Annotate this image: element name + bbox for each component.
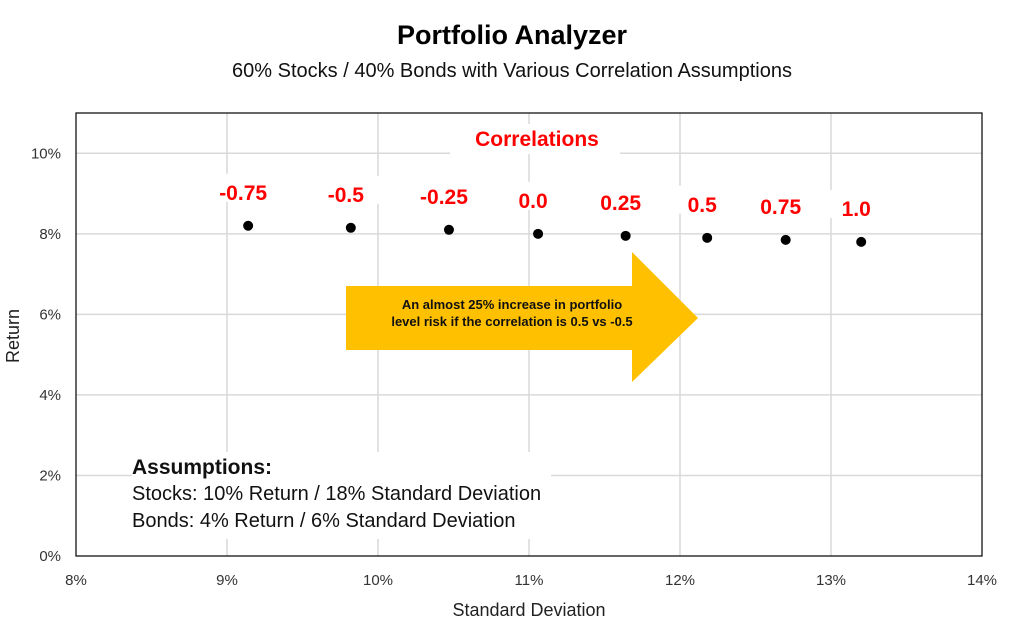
- assumptions-heading: Assumptions:: [132, 456, 273, 479]
- point-label-background: [827, 189, 896, 218]
- x-tick-label: 12%: [665, 572, 695, 589]
- y-axis-label: Return: [3, 309, 23, 363]
- point-label: 0.0: [518, 190, 547, 213]
- x-axis-ticks: 8% 9% 10% 11% 12% 13% 14%: [65, 572, 997, 589]
- chart-subtitle: 60% Stocks / 40% Bonds with Various Corr…: [232, 60, 792, 82]
- x-axis-label: Standard Deviation: [452, 600, 605, 620]
- annotation-arrow-layer: [346, 252, 698, 382]
- y-tick-label: 10%: [31, 145, 61, 162]
- assumptions-stocks: Stocks: 10% Return / 18% Standard Deviat…: [132, 483, 542, 505]
- point-label-background: [316, 175, 385, 204]
- point-labels: -0.75 -0.5 -0.25 0.0 0.25 0.5 0.75 1.0: [214, 173, 896, 221]
- data-point: [620, 230, 631, 241]
- data-point: [243, 220, 254, 231]
- y-tick-label: 6%: [39, 306, 61, 323]
- correlations-title-group: Correlations: [450, 124, 620, 154]
- y-axis-ticks: 0% 2% 4% 6% 8% 10%: [31, 145, 61, 565]
- data-point: [533, 228, 544, 239]
- point-label-background: [414, 177, 483, 206]
- point-label-background: [751, 187, 820, 216]
- data-point: [702, 232, 713, 243]
- x-tick-label: 13%: [816, 572, 846, 589]
- data-points: [243, 220, 867, 247]
- point-label: 0.75: [760, 196, 801, 219]
- plot-frame: [75, 112, 983, 557]
- y-tick-label: 0%: [39, 548, 61, 565]
- correlations-heading: Correlations: [475, 128, 599, 151]
- x-tick-label: 8%: [65, 572, 87, 589]
- y-tick-label: 2%: [39, 467, 61, 484]
- point-label: 0.5: [688, 194, 718, 217]
- y-tick-label: 4%: [39, 387, 61, 404]
- data-point: [345, 222, 356, 233]
- point-label-background: [673, 185, 742, 214]
- point-label: -0.25: [420, 186, 468, 209]
- data-point: [856, 236, 867, 247]
- annotation-line-1: An almost 25% increase in portfolio: [401, 297, 623, 312]
- data-point: [443, 224, 454, 235]
- point-label-background: [504, 181, 573, 210]
- assumptions-box: Assumptions: Stocks: 10% Return / 18% St…: [132, 452, 552, 539]
- annotation-line-2: level risk if the correlation is 0.5 vs …: [391, 314, 633, 329]
- point-label: 0.25: [600, 192, 641, 215]
- x-tick-label: 14%: [967, 572, 997, 589]
- data-point: [780, 234, 791, 245]
- point-label-background: [214, 173, 283, 202]
- point-label: -0.5: [328, 184, 365, 207]
- x-tick-label: 10%: [363, 572, 393, 589]
- annotation-arrow: [346, 252, 698, 382]
- assumptions-bonds: Bonds: 4% Return / 6% Standard Deviation: [132, 510, 516, 532]
- x-tick-label: 11%: [515, 572, 544, 589]
- point-label: 1.0: [842, 198, 871, 221]
- point-label-background: [591, 183, 660, 212]
- point-label: -0.75: [219, 182, 267, 205]
- x-tick-label: 9%: [216, 572, 238, 589]
- annotation-text: An almost 25% increase in portfolio leve…: [350, 296, 674, 330]
- chart-title: Portfolio Analyzer: [396, 20, 628, 50]
- y-tick-label: 8%: [39, 226, 61, 243]
